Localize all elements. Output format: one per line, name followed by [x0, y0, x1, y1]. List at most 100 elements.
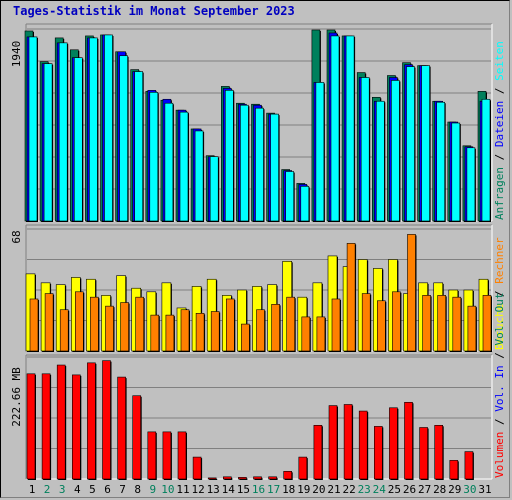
legend-entry: Anfragen: [493, 167, 506, 220]
x-tick-label-day-26: 26: [403, 483, 416, 496]
bar-volumen-day-7: [117, 376, 126, 480]
bar-rechner-day-21: [331, 298, 341, 352]
x-tick-label-day-20: 20: [312, 483, 325, 496]
bar-rechner-day-10: [165, 314, 175, 352]
bar-rechner-day-28: [437, 295, 447, 352]
legend-separator: /: [493, 284, 506, 304]
legend-separator: /: [493, 147, 506, 167]
x-tick-label-day-12: 12: [191, 483, 204, 496]
x-tick-label-day-31: 31: [478, 483, 491, 496]
bar-volumen-day-14: [223, 476, 232, 480]
bar-rechner-day-14: [226, 298, 235, 352]
bar-seiten-day-27: [421, 65, 430, 222]
bar-rechner-day-20: [316, 316, 326, 352]
x-tick-label-day-7: 7: [119, 483, 126, 496]
bar-seiten-day-13: [209, 156, 219, 222]
bar-rechner-day-13: [210, 311, 220, 352]
legend-entry: Vol. In: [493, 365, 506, 411]
bar-seiten-day-30: [466, 147, 476, 222]
bar-rechner-day-11: [180, 309, 190, 352]
bar-rechner-day-30: [467, 305, 477, 352]
x-tick-label-day-11: 11: [176, 483, 189, 496]
bar-seiten-day-14: [225, 90, 234, 222]
scale-label-volume: 222.66 MB: [10, 367, 23, 427]
x-tick-label-day-23: 23: [358, 483, 371, 496]
bar-rechner-day-3: [59, 309, 69, 352]
bar-volumen-day-11: [177, 431, 187, 480]
legend-entry: Volumen: [493, 432, 506, 478]
bar-rechner-day-8: [135, 296, 144, 352]
bar-seiten-day-18: [285, 171, 295, 222]
x-tick-label-day-3: 3: [59, 483, 66, 496]
scale-label-requests-files-pages: 1940: [10, 41, 23, 68]
bar-seiten-day-25: [391, 80, 400, 222]
x-tick-label-day-1: 1: [29, 483, 36, 496]
bar-volumen-day-5: [87, 362, 96, 480]
bar-seiten-day-19: [300, 186, 310, 222]
bar-rechner-day-9: [150, 314, 160, 352]
chart-title: Tages-Statistik im Monat September 2023: [13, 4, 295, 18]
bar-volumen-day-20: [313, 425, 323, 480]
bar-volumen-day-15: [238, 477, 247, 480]
x-tick-label-day-16: 16: [252, 483, 265, 496]
bar-rechner-day-26: [407, 234, 416, 352]
bar-seiten-day-16: [255, 107, 264, 222]
bar-seiten-day-1: [28, 36, 38, 222]
x-tick-label-day-19: 19: [297, 483, 310, 496]
bar-seiten-day-2: [43, 63, 53, 222]
bar-rechner-day-25: [392, 291, 401, 352]
bar-volumen-day-13: [207, 477, 217, 480]
bar-rechner-day-23: [361, 293, 371, 352]
x-tick-label-day-4: 4: [74, 483, 81, 496]
x-tick-label-day-13: 13: [207, 483, 220, 496]
bar-seiten-day-24: [375, 100, 385, 222]
bar-seiten-day-7: [119, 55, 128, 222]
x-tick-label-day-22: 22: [342, 483, 355, 496]
legend-separator: /: [493, 81, 506, 101]
bar-seiten-day-21: [330, 35, 340, 222]
bar-volumen-day-16: [253, 476, 262, 480]
bar-rechner-day-27: [422, 295, 431, 352]
legend-entry: Vol. Out: [493, 293, 506, 346]
bar-rechner-day-22: [346, 243, 356, 352]
bar-rechner-day-1: [29, 298, 39, 352]
legend-separator: /: [493, 412, 506, 432]
bar-volumen-day-25: [389, 407, 398, 480]
bar-seiten-day-3: [58, 42, 68, 222]
x-tick-label-day-6: 6: [104, 483, 111, 496]
bar-rechner-day-2: [44, 293, 54, 352]
x-tick-label-day-5: 5: [89, 483, 96, 496]
bar-volumen-day-27: [419, 427, 428, 480]
bar-volumen-day-29: [449, 460, 459, 480]
x-tick-label-day-17: 17: [267, 483, 280, 496]
bar-seiten-day-8: [134, 71, 143, 222]
bar-volumen-day-30: [464, 451, 474, 480]
x-tick-label-day-2: 2: [44, 483, 51, 496]
bar-volumen-day-28: [434, 425, 444, 480]
bar-rechner-day-5: [90, 296, 99, 352]
x-tick-label-day-28: 28: [433, 483, 446, 496]
legend-requests-files-pages: Anfragen / Dateien / Seiten: [493, 41, 506, 220]
bar-volumen-day-24: [373, 426, 383, 480]
bar-rechner-day-19: [301, 316, 311, 352]
legend-volume: Volumen / Vol. In / Vol. Out: [493, 293, 506, 478]
x-tick-label-day-14: 14: [222, 483, 236, 496]
x-tick-label-day-24: 24: [373, 483, 387, 496]
x-tick-label-day-18: 18: [282, 483, 295, 496]
bar-volumen-day-23: [358, 410, 368, 480]
legend-entry: Dateien: [493, 101, 506, 147]
legend-separator: /: [493, 346, 506, 366]
x-tick-label-day-30: 30: [463, 483, 476, 496]
bar-volumen-day-12: [192, 456, 202, 480]
bar-rechner-day-31: [482, 295, 492, 352]
bar-seiten-day-17: [270, 113, 279, 222]
x-tick-label-day-25: 25: [388, 483, 401, 496]
x-tick-label-day-9: 9: [149, 483, 156, 496]
bar-seiten-day-22: [345, 35, 355, 222]
x-tick-label-day-27: 27: [418, 483, 431, 496]
bar-seiten-day-10: [164, 102, 174, 222]
bar-volumen-day-26: [404, 401, 413, 480]
bar-rechner-day-6: [105, 305, 114, 352]
x-tick-label-day-8: 8: [134, 483, 141, 496]
legend-entry: Besuche: [493, 304, 506, 350]
